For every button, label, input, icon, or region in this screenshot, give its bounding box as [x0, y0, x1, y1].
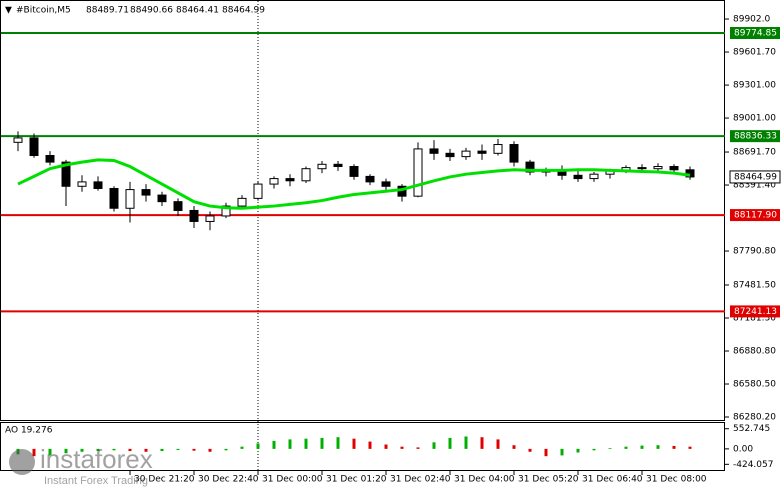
y-tick-label: 87181.30 [733, 313, 776, 323]
moving-average [17, 158, 691, 210]
candle-body [445, 152, 455, 158]
y-tick-label: 87481.50 [733, 281, 776, 291]
candle-body [109, 187, 119, 209]
candle-body [269, 178, 279, 185]
last-price-label: 88464.99 [734, 172, 777, 182]
candle-body [349, 166, 359, 177]
level-tag [730, 209, 780, 222]
x-tick-label: 31 Dec 01:20 [326, 475, 387, 485]
y-tick-label: 87790.80 [733, 247, 776, 257]
header-close: 88464.99 [222, 6, 265, 16]
ao-title: AO 19.276 [5, 426, 53, 436]
x-tick-label: 30 Dec 22:40 [198, 475, 259, 485]
candle-body [525, 161, 535, 173]
header-high: 88490.66 [130, 6, 173, 16]
header-open: 88489.71 [86, 6, 129, 16]
candle-body [429, 148, 439, 154]
candle-body [253, 183, 263, 199]
y-tick-label: 88391.40 [733, 181, 776, 191]
candle-body [301, 168, 311, 182]
candle-body [93, 181, 103, 189]
candle-body [157, 194, 167, 203]
y-tick-label: 88691.70 [733, 148, 776, 158]
slogan: Instant Forex Trading [44, 475, 148, 487]
candle-body [29, 137, 39, 157]
candle-body [589, 173, 599, 180]
candle-body [669, 166, 679, 171]
candle-body [493, 144, 503, 154]
last-price-tag [729, 170, 781, 184]
candle-body [205, 215, 215, 222]
header-low: 88464.41 [176, 6, 219, 16]
candle-body [509, 144, 519, 163]
y-tick-label: 89301.00 [733, 81, 776, 91]
x-tick-label: 31 Dec 04:00 [454, 475, 515, 485]
candle-body [141, 189, 151, 196]
candle-body [653, 166, 663, 170]
level-label: 88117.90 [734, 211, 777, 221]
ao-y-tick-label: 0.00 [733, 444, 753, 454]
header-arrow: ▼ [5, 6, 12, 16]
candle-body [317, 163, 327, 170]
level-label: 88836.33 [734, 132, 777, 142]
candle-body [189, 209, 199, 222]
ao-y-tick-label: 552.745 [733, 424, 770, 434]
level-tag [730, 27, 780, 40]
level-label: 89774.85 [734, 29, 777, 39]
x-tick-label: 31 Dec 06:40 [582, 475, 643, 485]
y-tick-label: 89601.70 [733, 48, 776, 58]
candle-body [173, 201, 183, 211]
candle-body [381, 181, 391, 187]
level-tag [730, 130, 780, 143]
logo-icon [9, 449, 35, 475]
candle-body [125, 189, 135, 209]
candle-body [413, 148, 423, 197]
candle-body [13, 137, 23, 143]
candle-body [237, 197, 247, 207]
candle-body [221, 205, 231, 217]
y-tick-label: 89902.0 [733, 15, 770, 25]
candle-body [365, 175, 375, 183]
candle-body [477, 150, 487, 154]
candle-body [285, 178, 295, 182]
level-label: 87241.13 [734, 307, 777, 317]
main-frame [0, 0, 725, 421]
x-tick-label: 31 Dec 02:40 [390, 475, 451, 485]
brand: instaforex [40, 444, 153, 474]
y-tick-label: 86580.50 [733, 380, 776, 390]
level-tag [730, 305, 780, 318]
x-tick-label: 30 Dec 21:20 [134, 475, 195, 485]
candle-body [77, 181, 87, 187]
ao-frame [0, 422, 725, 471]
x-tick-label: 31 Dec 00:00 [262, 475, 323, 485]
symbol: #Bitcoin,M5 [16, 6, 71, 16]
candle-body [461, 150, 471, 158]
x-tick-label: 31 Dec 05:20 [518, 475, 579, 485]
candle-body [45, 155, 55, 163]
candle-body [333, 163, 343, 168]
candle-body [573, 174, 583, 180]
candle-body [637, 167, 647, 170]
y-tick-label: 86280.20 [733, 413, 776, 423]
candle-body [61, 161, 71, 187]
ao-y-tick-label: -424.057 [733, 460, 773, 470]
y-tick-label: 89001.00 [733, 114, 776, 124]
y-tick-label: 86880.80 [733, 347, 776, 357]
watermark: instaforex Instant Forex Trading [9, 444, 153, 487]
x-tick-label: 31 Dec 08:00 [646, 475, 707, 485]
